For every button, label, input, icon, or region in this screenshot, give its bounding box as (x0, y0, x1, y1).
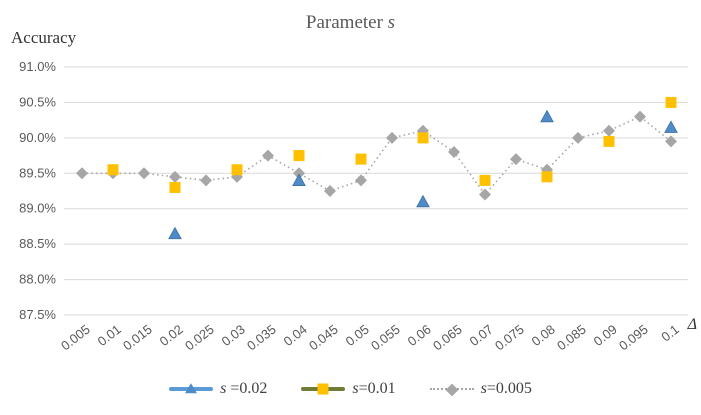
diamond-marker-icon (262, 149, 274, 162)
square-marker-icon (417, 132, 429, 144)
diamond-marker-icon (138, 167, 150, 180)
triangle-marker-icon (540, 109, 554, 123)
x-tick-label: 0.07 (467, 322, 496, 349)
legend-value: =0.01 (358, 380, 396, 397)
y-tick-label: 89.5% (19, 165, 56, 180)
square-marker-icon (665, 96, 677, 108)
x-tick-label: 0.09 (591, 322, 620, 349)
legend-line (169, 383, 214, 394)
legend-value: =0.005 (486, 380, 532, 397)
series-line-dotted (82, 115, 672, 196)
y-tick-label: 88.5% (19, 236, 56, 251)
square-marker-icon (355, 153, 367, 165)
x-tick-label: 0.055 (368, 322, 403, 354)
diamond-marker-icon (445, 383, 458, 397)
square-marker-icon (317, 383, 329, 395)
x-tick-label: 0.03 (219, 322, 248, 349)
legend-label: s=0.01 (352, 380, 395, 398)
y-tick-label: 87.5% (19, 307, 56, 322)
x-tick-label: 0.02 (157, 322, 186, 349)
diamond-marker-icon (169, 170, 181, 183)
square-marker-icon (231, 164, 243, 176)
legend-item-s002: s =0.02 (169, 380, 267, 398)
diamond-marker-icon (665, 135, 677, 148)
diamond-marker-icon (386, 131, 398, 144)
triangle-marker-icon (185, 383, 198, 394)
triangle-marker-icon (168, 226, 182, 240)
diamond-marker-icon (76, 167, 88, 180)
diamond-marker-icon (200, 174, 212, 187)
square-marker-icon (169, 181, 181, 193)
x-tick-label: 0.08 (529, 322, 558, 349)
x-tick-label: 0.035 (244, 322, 279, 354)
legend-value: =0.02 (226, 380, 268, 397)
legend-line (301, 383, 346, 395)
diamond-marker-icon (603, 124, 615, 137)
diamond-marker-icon (324, 185, 336, 197)
legend-label: s =0.02 (220, 380, 267, 398)
diamond-marker-icon (448, 146, 460, 159)
x-tick-label: 0.045 (306, 322, 341, 354)
triangle-marker-icon (292, 173, 306, 186)
y-tick-label: 91.0% (19, 59, 56, 74)
x-tick-label: 0.005 (58, 322, 93, 354)
x-tick-label: 0.04 (281, 322, 310, 349)
square-marker-icon (107, 164, 119, 176)
y-tick-label: 90.5% (19, 94, 56, 109)
x-tick-label: 0.065 (430, 322, 465, 354)
chart-title: Parameter s (0, 12, 701, 34)
x-tick-label: 0.06 (405, 322, 434, 349)
square-marker-icon (541, 171, 553, 183)
y-tick-label: 89.0% (19, 201, 56, 216)
y-tick-label: 88.0% (19, 272, 56, 287)
x-tick-label: 0.01 (95, 322, 124, 349)
x-tick-label: 0.075 (492, 322, 527, 354)
diamond-marker-icon (634, 110, 646, 123)
x-tick-label: 0.1 (658, 322, 681, 345)
diamond-marker-icon (479, 188, 491, 201)
chart-title-param: s (387, 12, 396, 33)
chart-legend: s =0.02 s=0.01 s=0.005 (0, 380, 701, 398)
legend-line (429, 383, 474, 397)
legend-item-s001: s=0.01 (301, 380, 396, 398)
x-tick-label: 0.025 (182, 322, 217, 354)
x-tick-label: 0.095 (616, 322, 651, 354)
x-tick-label: 0.05 (343, 322, 372, 349)
diamond-marker-icon (572, 131, 584, 144)
legend-item-s0005: s=0.005 (429, 380, 532, 398)
diamond-marker-icon (510, 153, 522, 166)
chart-title-text: Parameter (305, 12, 383, 33)
chart-canvas: 91.0% 90.5% 90.0% 89.5% 89.0% 88.5% 88.0% 87.5%… (19, 59, 688, 354)
x-axis-title: Δ (687, 316, 697, 333)
square-marker-icon (293, 150, 305, 162)
square-marker-icon (603, 135, 615, 147)
triangle-marker-icon (664, 120, 678, 133)
diamond-marker-icon (355, 174, 367, 187)
y-axis-title: Accuracy (11, 28, 77, 47)
legend-symbol: s (480, 380, 487, 397)
x-tick-label: 0.085 (554, 322, 589, 354)
legend-symbol: s (220, 380, 227, 397)
square-marker-icon (479, 174, 491, 186)
triangle-marker-icon (416, 194, 430, 208)
x-tick-label: 0.015 (120, 322, 155, 354)
legend-symbol: s (352, 380, 359, 397)
legend-label: s=0.005 (481, 380, 532, 398)
y-tick-label: 90.0% (19, 130, 56, 145)
diamond-marker-icon (293, 167, 305, 180)
